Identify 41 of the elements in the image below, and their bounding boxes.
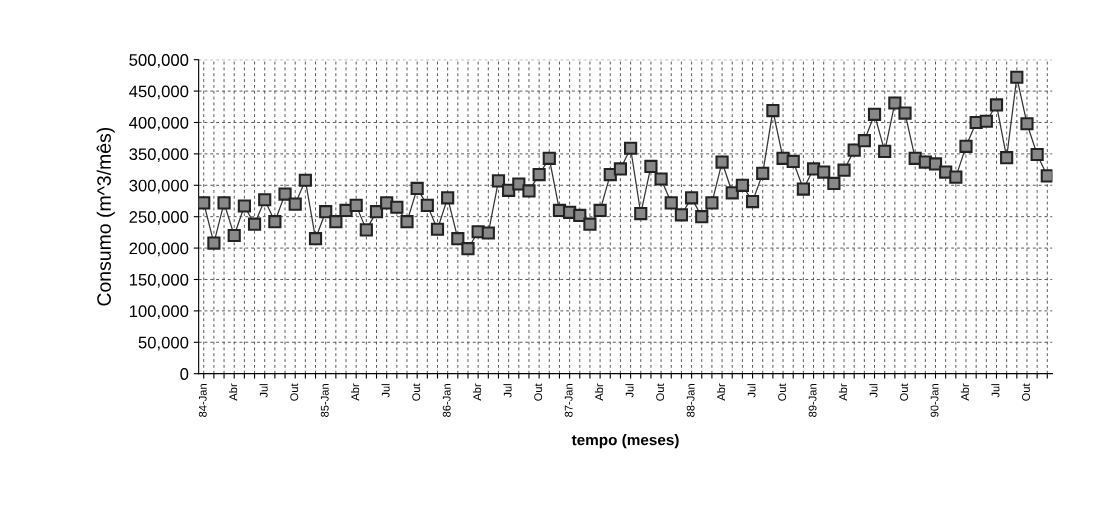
x-tick-label: Abr [472,383,482,401]
x-tick-label: 90-Jan [930,384,939,417]
x-tick-label: Abr [594,383,604,401]
x-tick-label: Abr [838,383,848,401]
x-tick-label: 89-Jan [808,384,817,417]
y-tick-label: 500,000 [129,54,189,68]
x-tick-label: Out [778,383,787,401]
y-tick-label: 300,000 [129,179,189,194]
x-tick-label: Jul [625,384,634,398]
x-tick-label: Jul [259,384,268,398]
y-tick-label: 100,000 [129,305,189,320]
y-tick-label: 0 [180,368,189,380]
x-tick-label: 85-Jan [320,384,329,417]
x-tick-label: Jul [869,384,878,398]
x-tick-label: Abr [229,383,238,401]
y-tick-label: 350,000 [129,148,189,163]
y-tick-label: 50,000 [138,336,189,351]
x-tick-label: Out [534,383,543,401]
x-tick-label: Jul [503,384,512,398]
x-tick-label: Abr [351,383,360,401]
y-axis-title: Consumo (m^3/mês) [96,127,115,306]
y-tick-label: 150,000 [129,273,189,288]
x-tick-label: Abr [716,383,726,401]
x-tick-label: Jul [747,384,756,398]
y-tick-label: 400,000 [129,116,189,131]
x-tick-label: 86-Jan [442,384,451,417]
x-tick-label: Out [1022,383,1030,401]
x-tick-label: Abr [960,383,969,401]
x-tick-label: Jul [991,384,1000,398]
y-tick-label: 200,000 [129,242,189,257]
x-tick-label: 84-Jan [198,384,207,417]
y-tick-label: 450,000 [129,85,189,100]
y-tick-label: 250,000 [129,211,189,225]
x-tick-label: Out [290,383,299,401]
x-tick-label: Out [656,383,665,401]
x-tick-label: Jul [381,384,390,398]
x-tick-label: Out [900,383,908,401]
x-tick-label: Out [412,383,421,401]
x-axis-title: tempo (meses) [571,434,679,449]
x-tick-label: 87-Jan [564,384,573,417]
x-tick-label: 88-Jan [686,384,695,417]
